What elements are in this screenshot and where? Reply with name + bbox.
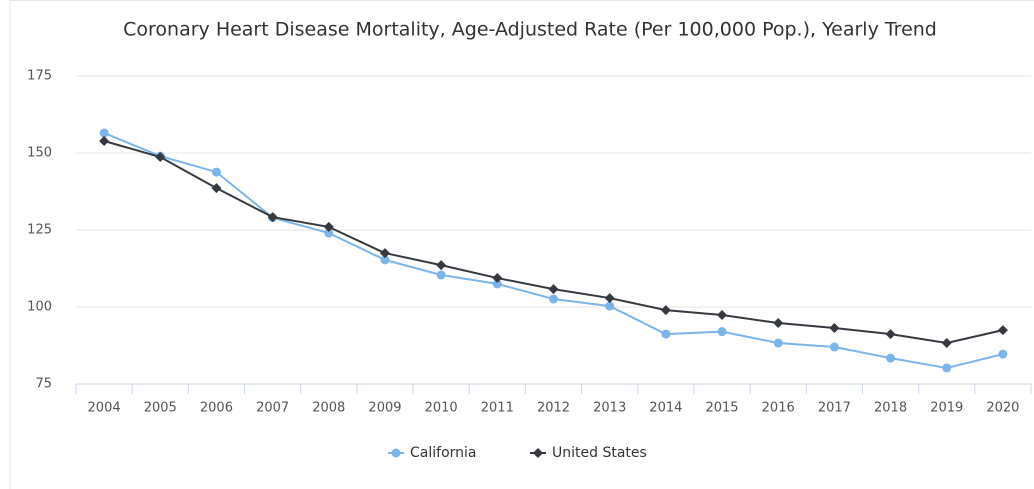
chart-title: Coronary Heart Disease Mortality, Age-Ad… [123, 19, 937, 41]
y-tick-label: 175 [27, 69, 52, 84]
point [99, 128, 109, 138]
point [324, 228, 334, 238]
series-line [103, 132, 1004, 370]
x-tick-label: 2009 [368, 401, 401, 416]
point [604, 293, 615, 304]
y-tick-label: 100 [27, 300, 52, 315]
x-tick-label: 2018 [874, 401, 907, 416]
point [379, 248, 390, 259]
point [998, 349, 1008, 359]
point [773, 338, 783, 348]
y-tick-label: 75 [35, 377, 52, 392]
point [211, 183, 222, 194]
series-line [103, 140, 1004, 345]
legend-marker [533, 448, 543, 458]
x-tick-label: 2016 [762, 401, 795, 416]
y-tick-label: 150 [27, 146, 52, 161]
point [660, 305, 671, 316]
point [548, 284, 559, 295]
point [885, 329, 896, 340]
x-tick-label: 2017 [818, 401, 851, 416]
x-tick-label: 2005 [144, 401, 177, 416]
point [717, 310, 728, 321]
x-tick-label: 2007 [256, 401, 289, 416]
point [436, 260, 447, 271]
x-tick-label: 2011 [481, 401, 514, 416]
point [941, 338, 952, 349]
y-tick-label: 125 [27, 223, 52, 238]
x-tick-label: 2020 [986, 401, 1019, 416]
x-tick-label: 2004 [88, 401, 121, 416]
point [997, 325, 1008, 336]
point [99, 135, 110, 146]
point [661, 329, 671, 339]
x-tick-label: 2006 [200, 401, 233, 416]
point [886, 353, 896, 363]
point [942, 363, 952, 373]
legend-marker [391, 448, 401, 458]
x-tick-label: 2015 [705, 401, 738, 416]
point [267, 212, 278, 223]
point [492, 273, 503, 284]
point [211, 167, 221, 177]
point [717, 327, 727, 337]
point [380, 255, 390, 265]
x-tick-label: 2019 [930, 401, 963, 416]
x-tick-label: 2013 [593, 401, 626, 416]
point [773, 318, 784, 329]
point [155, 152, 166, 163]
point [829, 342, 839, 352]
x-tick-label: 2008 [312, 401, 345, 416]
point [436, 270, 446, 280]
point [829, 322, 840, 333]
x-tick-label: 2010 [425, 401, 458, 416]
point [492, 279, 502, 289]
x-tick-label: 2012 [537, 401, 570, 416]
point [549, 294, 558, 304]
legend-label: United States [552, 445, 647, 461]
point [323, 221, 334, 232]
x-tick-label: 2014 [649, 401, 682, 416]
frame [9, 0, 1034, 489]
legend-label: California [410, 445, 476, 461]
point [605, 301, 615, 311]
